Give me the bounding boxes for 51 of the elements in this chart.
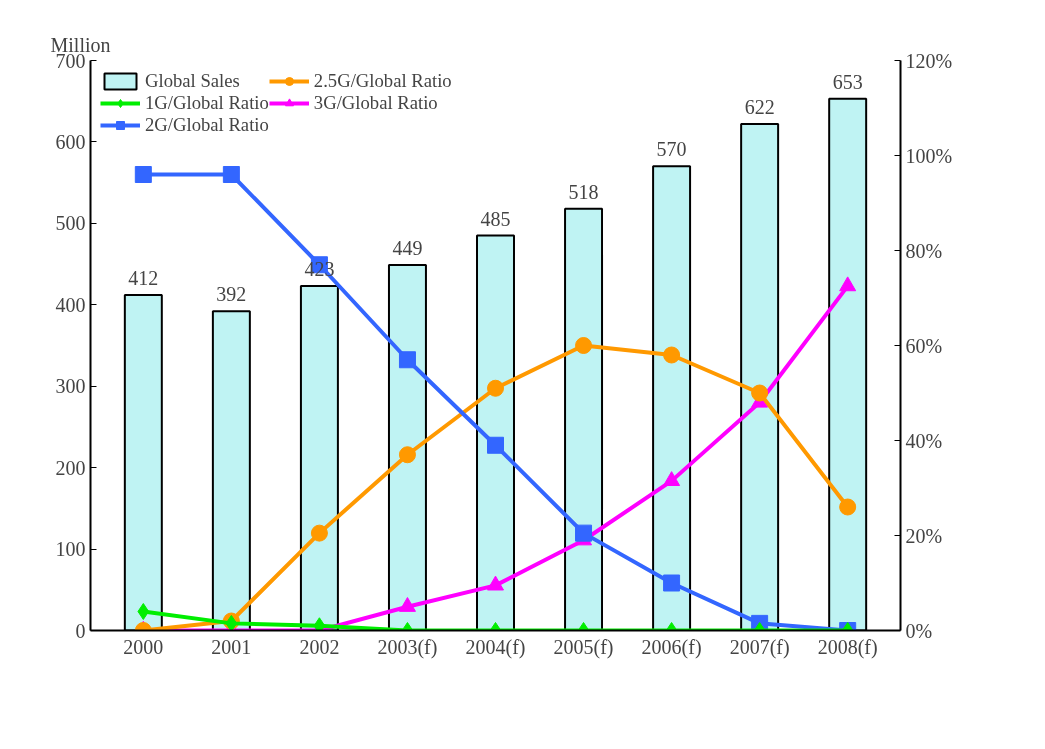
y-tick-label: 0 xyxy=(75,619,86,642)
y2-tick-label: 80% xyxy=(905,239,943,262)
data-label: 570 xyxy=(656,138,687,161)
data-label: 392 xyxy=(216,283,247,306)
x-tick-label: 2000 xyxy=(123,635,164,658)
x-tick-label: 2002 xyxy=(299,635,340,658)
y2-tick-label: 20% xyxy=(905,524,943,547)
legend-label: 2G/Global Ratio xyxy=(145,114,269,136)
x-tick-label: 2001 xyxy=(211,635,252,658)
data-label: 518 xyxy=(568,180,599,203)
y-tick-label: 500 xyxy=(55,212,86,235)
x-tick-label: 2005(f) xyxy=(553,635,614,659)
y2-tick-label: 60% xyxy=(905,334,943,357)
data-label: 449 xyxy=(392,236,423,259)
point xyxy=(575,337,593,354)
x-tick-label: 2008(f) xyxy=(817,635,878,659)
point xyxy=(487,575,504,591)
y2-tick-label: 40% xyxy=(905,429,943,452)
point xyxy=(575,524,593,542)
x-tick-label: 2006(f) xyxy=(641,635,702,659)
point xyxy=(222,166,240,183)
y2-tick-label: 120% xyxy=(905,49,953,72)
x-tick-label: 2007(f) xyxy=(729,635,790,659)
legend-label: 1G/Global Ratio xyxy=(145,92,269,114)
data-label: 653 xyxy=(832,70,863,93)
point xyxy=(751,384,769,402)
point xyxy=(310,524,328,542)
point xyxy=(134,166,152,183)
legend-label: 2.5G/Global Ratio xyxy=(313,70,452,92)
data-label: 412 xyxy=(128,267,159,290)
point xyxy=(487,379,504,397)
y-tick-label: 600 xyxy=(55,130,86,153)
y-tick-label: 300 xyxy=(55,375,86,398)
point xyxy=(663,346,681,364)
point xyxy=(839,498,857,516)
data-label: 485 xyxy=(480,207,511,230)
data-label: 622 xyxy=(744,96,775,119)
x-tick-label: 2004(f) xyxy=(465,635,526,659)
legend-label: Global Sales xyxy=(145,70,240,92)
point xyxy=(398,597,416,612)
x-tick-label: 2003(f) xyxy=(377,635,438,659)
point xyxy=(663,471,681,486)
point xyxy=(487,436,504,454)
y-tick-label: 200 xyxy=(55,456,86,479)
y2-tick-label: 100% xyxy=(905,144,953,167)
y-tick-label: 100 xyxy=(55,538,86,561)
point xyxy=(398,446,416,464)
y2-tick-label: 0% xyxy=(905,619,933,642)
legend-label: 3G/Global Ratio xyxy=(313,92,438,114)
point xyxy=(398,351,416,369)
y-tick-label: 400 xyxy=(55,293,86,316)
